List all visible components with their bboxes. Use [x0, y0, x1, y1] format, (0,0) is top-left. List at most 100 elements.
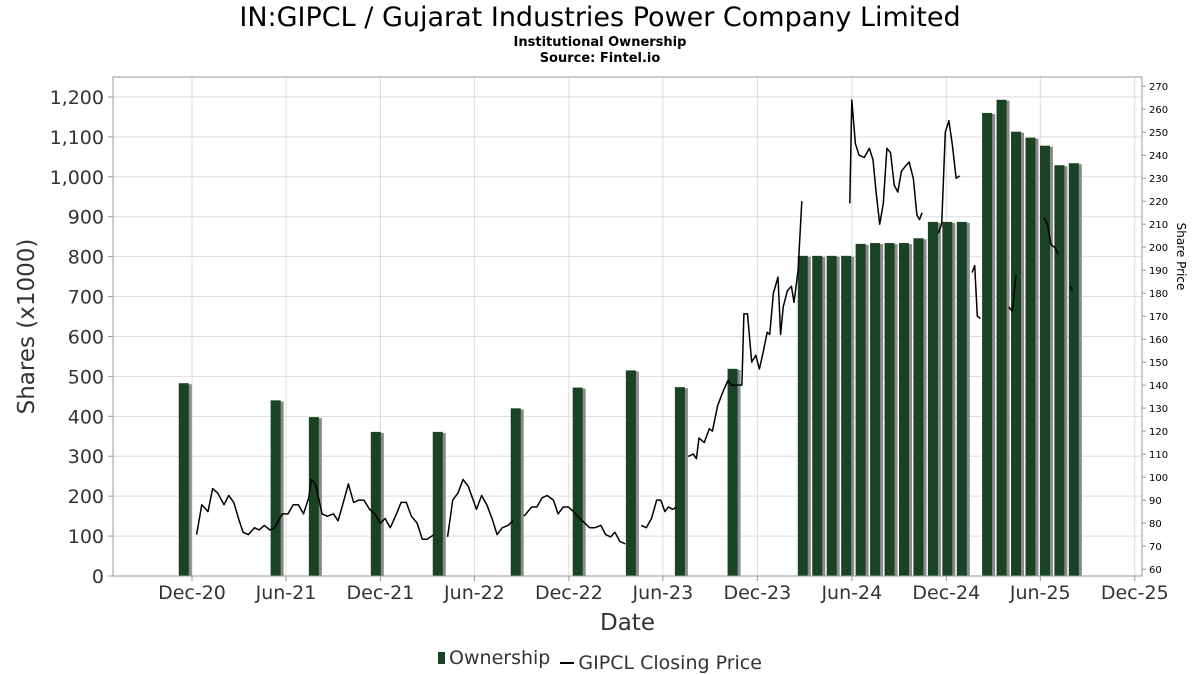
ownership-bar	[625, 370, 636, 576]
ownership-bar	[913, 238, 924, 576]
y-tick-label: 1,000	[50, 167, 104, 189]
chart-title: IN:GIPCL / Gujarat Industries Power Comp…	[239, 2, 961, 33]
y2-tick-label: 130	[1149, 404, 1168, 415]
x-tick-label: Jun-22	[443, 582, 505, 604]
ownership-bar	[942, 221, 953, 576]
x-tick-label: Jun-25	[1009, 582, 1071, 604]
ownership-bar	[870, 243, 881, 576]
ownership-bar	[855, 243, 866, 576]
y2-tick-label: 100	[1149, 473, 1168, 484]
y2-tick-label: 210	[1149, 220, 1168, 231]
y2-tick-label: 180	[1149, 289, 1168, 300]
y-tick-label: 700	[68, 287, 104, 309]
y2-tick-label: 260	[1149, 105, 1168, 116]
y2-tick-label: 230	[1149, 174, 1168, 185]
legend: Ownership GIPCL Closing Price	[0, 647, 1200, 674]
y2-tick-label: 160	[1149, 335, 1168, 346]
ownership-bar	[996, 99, 1007, 577]
y2-tick-label: 170	[1149, 312, 1168, 323]
ownership-bar	[884, 243, 895, 576]
chart-svg: 0 100 200 300 400 500 600 700 800 900 1,000 1,100 1,…	[14, 76, 1188, 636]
price-line-segment	[1069, 286, 1074, 292]
chart-subtitle: Institutional Ownership Source: Fintel.i…	[0, 35, 1200, 67]
ownership-bar	[1011, 131, 1022, 576]
x-tick-label: Dec-21	[347, 582, 415, 604]
y-tick-label: 200	[68, 486, 104, 508]
y2-tick-label: 70	[1149, 542, 1162, 553]
ownership-bar	[1068, 163, 1079, 576]
price-line-segment	[1043, 216, 1059, 255]
y-tick-label: 800	[68, 247, 104, 269]
y2-tick-label: 200	[1149, 243, 1168, 254]
y2-tick-label: 270	[1149, 82, 1168, 93]
y-tick-label: 900	[68, 207, 104, 229]
y2-tick-label: 150	[1149, 358, 1168, 369]
y2-tick-label: 220	[1149, 197, 1168, 208]
y-tick-label: 500	[68, 366, 104, 388]
x-tick-label: Dec-23	[723, 582, 791, 604]
ownership-bar	[1054, 165, 1065, 576]
price-line-segment	[937, 119, 961, 234]
plot-frame	[112, 76, 1143, 577]
y2-tick-label: 140	[1149, 381, 1168, 392]
y2-tick-label: 60	[1149, 565, 1162, 576]
y-tick-label: 0	[92, 566, 104, 588]
y2-tick-label: 120	[1149, 427, 1168, 438]
ownership-bar	[270, 400, 281, 576]
y-tick-label: 400	[68, 406, 104, 428]
price-line-segment	[640, 499, 678, 529]
ownership-bar	[510, 408, 521, 576]
ownership-bars	[178, 99, 1082, 577]
price-line	[195, 99, 1074, 545]
y-axis-right: 60 70 80 90 100 110 120 130 140 150 160 170 180 190 20…	[1142, 82, 1168, 576]
x-axis: Dec-20 Jun-21 Dec-21 Jun-22 Dec-22 Jun-23 Dec-…	[158, 576, 1169, 604]
x-tick-label: Jun-23	[631, 582, 693, 604]
x-axis-title: Date	[600, 610, 655, 636]
ownership-bar	[572, 387, 583, 576]
ownership-bar	[674, 387, 685, 576]
y2-tick-label: 250	[1149, 128, 1168, 139]
subtitle-line-1: Institutional Ownership	[513, 35, 687, 50]
ownership-bar	[1025, 137, 1036, 576]
x-tick-label: Dec-25	[1101, 582, 1169, 604]
price-line-segment	[849, 99, 923, 225]
x-tick-label: Dec-24	[912, 582, 980, 604]
y-axis-left: 0 100 200 300 400 500 600 700 800 900 1,000 1,100 1,…	[50, 87, 113, 588]
legend-item-ownership[interactable]: Ownership	[438, 647, 550, 669]
ownership-bar	[178, 383, 189, 576]
y-tick-label: 100	[68, 526, 104, 548]
ownership-bar	[370, 431, 381, 576]
ownership-bar	[727, 368, 738, 576]
price-line-segment	[446, 478, 514, 538]
y-tick-label: 1,100	[50, 127, 104, 149]
legend-item-price[interactable]: GIPCL Closing Price	[560, 652, 762, 674]
price-line-segment	[1008, 274, 1017, 313]
ownership-bar	[1039, 145, 1050, 576]
price-line-segment	[523, 494, 626, 545]
ownership-bar	[812, 255, 823, 576]
ownership-bar	[927, 221, 938, 576]
y2-axis-title: Share Price	[1174, 223, 1188, 291]
subtitle-line-2: Source: Fintel.io	[539, 51, 661, 66]
y-tick-label: 1,200	[50, 87, 104, 109]
ownership-bar	[956, 221, 967, 576]
y2-tick-label: 240	[1149, 151, 1168, 162]
price-swatch-icon	[560, 662, 575, 664]
y2-tick-label: 110	[1149, 450, 1168, 461]
legend-label-price: GIPCL Closing Price	[578, 652, 762, 674]
ownership-bar	[826, 255, 837, 576]
price-line-segment	[971, 264, 981, 320]
y-axis-title: Shares (x1000)	[14, 239, 40, 415]
x-tick-label: Dec-20	[158, 582, 226, 604]
y2-tick-label: 80	[1149, 519, 1162, 530]
x-tick-label: Dec-22	[535, 582, 603, 604]
ownership-bar	[797, 255, 808, 576]
ownership-bar	[982, 112, 993, 576]
ownership-swatch-icon	[438, 652, 446, 664]
x-tick-label: Jun-21	[255, 582, 317, 604]
ownership-bar	[432, 431, 443, 576]
price-line-segment	[195, 478, 435, 540]
x-tick-label: Jun-24	[820, 582, 882, 604]
y-tick-label: 300	[68, 446, 104, 468]
y-tick-label: 600	[68, 326, 104, 348]
